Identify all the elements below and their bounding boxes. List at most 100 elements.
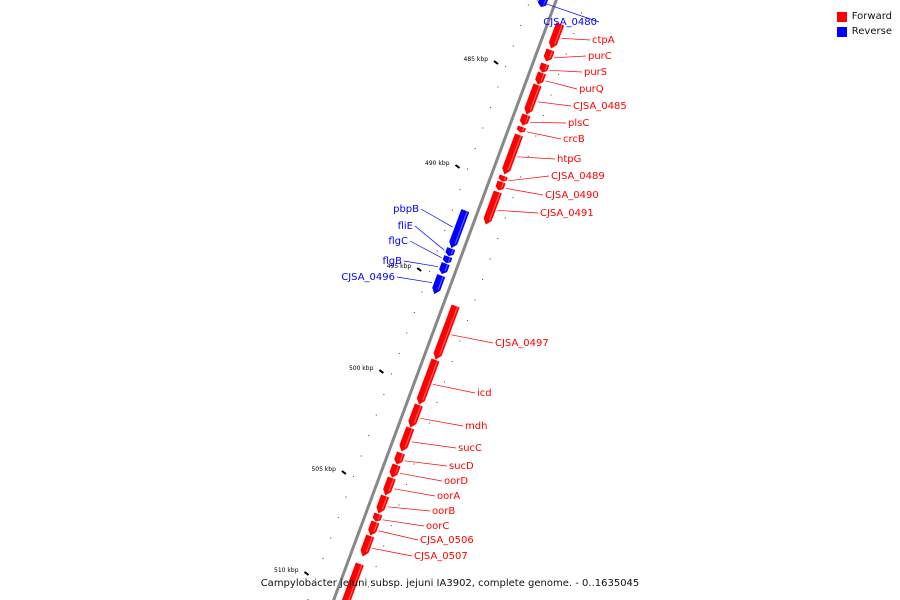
gene-label-oorB: oorB [432, 506, 455, 517]
gene-highlight [554, 24, 563, 45]
gene-label-icd: icd [477, 388, 492, 399]
gene-arrow-CJSA_0497 [433, 304, 460, 360]
leader-sucD [404, 460, 448, 467]
gene-highlight [543, 0, 547, 6]
leader-icd [432, 383, 476, 394]
gene-arrow-purS [539, 62, 550, 73]
tick-minor [505, 65, 507, 68]
gene-arrow-CJSA_0496 [432, 274, 446, 295]
legend-item-forward: Forward [836, 9, 892, 24]
tick-minor [459, 188, 461, 191]
gene-arrow-oorA [383, 476, 396, 496]
gene-label-purC: purC [588, 51, 612, 62]
leader-CJSA_0490 [505, 187, 544, 196]
gene-highlight [444, 264, 449, 272]
tick-minor [337, 516, 339, 519]
gene-label-CJSA_0507: CJSA_0507 [414, 551, 468, 562]
tick-minor [535, 135, 537, 137]
gene-highlight [437, 276, 444, 291]
leader-CJSA_0507 [372, 547, 413, 557]
tick-minor [413, 311, 415, 314]
gene-arrow-pbpB [449, 209, 470, 249]
gene-label-CJSA_0496: CJSA_0496 [341, 272, 395, 283]
gene-arrow-CJSA_0507 [360, 534, 375, 557]
leader-oorC [382, 519, 425, 527]
tick-minor [558, 73, 560, 76]
gene-arrow-flgC [442, 255, 453, 264]
tick-minor [330, 537, 332, 539]
gene-label-flgC: flgC [388, 236, 408, 247]
gene-label-purS: purS [584, 67, 607, 78]
tick-minor [489, 258, 491, 260]
gene-label-oorD: oorD [444, 476, 468, 487]
gene-highlight [404, 428, 413, 448]
tick-minor [314, 578, 317, 580]
gene-arrow-CJSA_0491 [483, 190, 502, 225]
tick-mark-major [341, 470, 347, 475]
tick-mark-major [416, 267, 422, 272]
leader-crcB [526, 131, 562, 140]
tick-minor [474, 147, 476, 150]
gene-label-oorC: oorC [426, 521, 449, 532]
gene-labels: CJSA_0480 ctpA purC purS purQ CJSA_0485 plsC cr… [341, 17, 627, 562]
tick-minor [398, 352, 400, 355]
leader-CJSA_0497 [451, 334, 494, 344]
gene-label-CJSA_0491: CJSA_0491 [540, 208, 594, 219]
forward-swatch [836, 11, 847, 22]
gene-label-sucC: sucC [458, 443, 482, 454]
gene-highlight [454, 211, 468, 245]
gene-highlight [348, 564, 363, 600]
gene-arrow-CJSA_0506 [368, 520, 380, 536]
gene-arrow-CJSA_0485 [524, 83, 542, 115]
gene-label-fliE: fliE [398, 221, 413, 232]
gene-highlight [399, 453, 404, 462]
leader-pbpB [420, 208, 453, 228]
tick-minor [352, 475, 355, 478]
gene-highlight [381, 496, 388, 510]
leader-ctpA [561, 37, 591, 41]
tick-minor [443, 381, 446, 383]
leader-purC [554, 55, 587, 59]
gene-highlight [500, 182, 504, 189]
gene-arrow-purC [543, 48, 555, 62]
gene-highlight [525, 115, 529, 123]
label-leader-lines [372, 0, 600, 557]
gene-label-mdh: mdh [465, 421, 487, 432]
leader-CJSA_0506 [378, 530, 419, 541]
gene-label-ctpA: ctpA [592, 35, 615, 46]
gene-highlight [438, 306, 458, 356]
tick-minor [542, 114, 545, 117]
gene-arrow-oorB [376, 494, 390, 514]
gene-label-sucD: sucD [449, 461, 474, 472]
tick-minor [497, 86, 499, 88]
gene-label-CJSA_0480: CJSA_0480 [543, 17, 597, 28]
tick-minor [436, 401, 438, 404]
tick-minor [489, 106, 491, 109]
gene-label-CJSA_0506: CJSA_0506 [420, 535, 474, 546]
tick-minor [512, 196, 514, 199]
gene-arrow-oorC [372, 512, 383, 522]
gene-arrow-CJSA_0489 [498, 174, 508, 182]
leader-plsC [530, 121, 567, 124]
gene-label-CJSA_0489: CJSA_0489 [551, 171, 605, 182]
gene-arrow-icd [416, 358, 440, 405]
gene-arrow-mdh [408, 403, 423, 428]
leader-purS [549, 69, 583, 73]
gene-highlight [503, 176, 507, 181]
tick-minor [368, 434, 370, 437]
tick-minor [527, 155, 529, 158]
tick-minor [383, 393, 385, 396]
tick-minor [482, 278, 484, 281]
legend-reverse-label: Reverse [851, 26, 892, 37]
leader-flgB [403, 260, 439, 268]
gene-label-purQ: purQ [579, 84, 604, 95]
leader-CJSA_0485 [537, 101, 572, 107]
tick-minor [550, 94, 552, 96]
gene-highlight [448, 257, 451, 262]
gene-label-CJSA_0490: CJSA_0490 [545, 190, 599, 201]
tick-minor [375, 414, 377, 416]
legend-forward-label: Forward [851, 11, 892, 22]
gene-arrow-CJSA_0490 [495, 180, 506, 191]
tick-minor [390, 373, 393, 375]
